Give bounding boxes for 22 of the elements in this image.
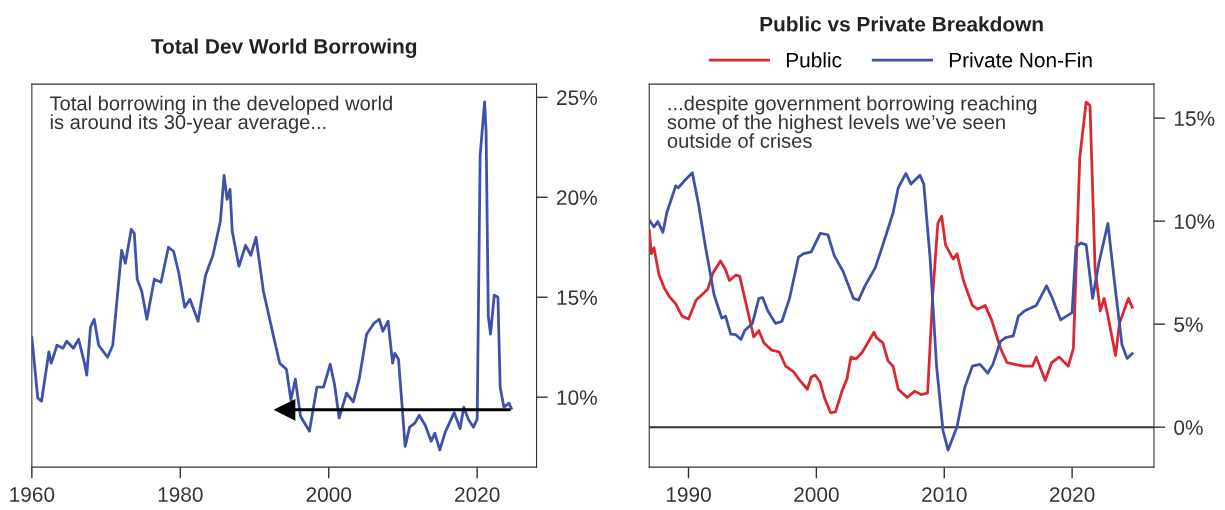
x-tick-label: 1960 xyxy=(10,487,55,502)
y-tick-label: 5% xyxy=(1174,317,1203,332)
x-tick-label: 2010 xyxy=(922,487,967,502)
y-tick-label: 20% xyxy=(557,190,597,206)
annotation: Total borrowing in the developed world is around its 30-year average... xyxy=(49,95,392,134)
y-tick-label: 10% xyxy=(557,390,597,405)
x-tick-label: 1990 xyxy=(666,487,711,502)
y-tick-label: 10% xyxy=(1174,214,1215,229)
annotation: ...despite government borrowing reaching some of the highest levels we’ve seen outside of crises xyxy=(667,95,1037,148)
x-tick-label: 2020 xyxy=(1049,487,1095,502)
x-tick-label: 2000 xyxy=(794,487,839,502)
y-tick-label: 25% xyxy=(557,90,597,106)
chart-title: Total Dev World Borrowing xyxy=(151,38,417,59)
legend-label: Private Non-Fin xyxy=(949,52,1092,68)
x-tick-label: 1980 xyxy=(158,487,203,502)
y-tick-label: 15% xyxy=(1174,111,1215,126)
x-tick-label: 2000 xyxy=(306,487,352,502)
y-tick-label: 0% xyxy=(1174,420,1203,435)
x-tick-label: 2020 xyxy=(455,487,500,502)
y-tick-label: 15% xyxy=(557,290,597,305)
chart-title: Public vs Private Breakdown xyxy=(760,16,1043,32)
legend-label: Public xyxy=(786,52,842,68)
